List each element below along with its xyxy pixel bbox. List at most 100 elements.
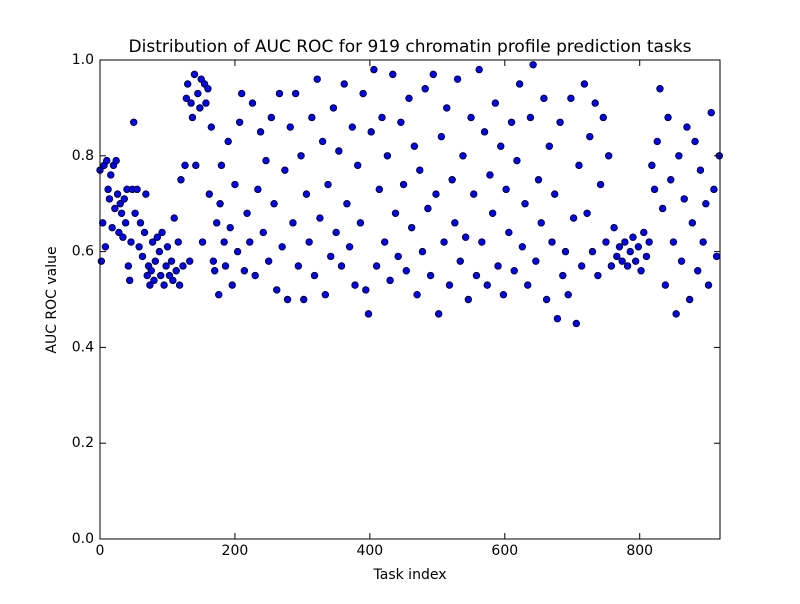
scatter-point xyxy=(696,166,705,174)
scatter-point xyxy=(294,262,303,270)
scatter-point xyxy=(381,238,389,246)
scatter-point xyxy=(499,291,508,299)
scatter-point xyxy=(146,281,154,289)
scatter-point xyxy=(308,113,316,122)
scatter-point xyxy=(127,238,135,246)
scatter-point xyxy=(343,199,351,208)
scatter-point xyxy=(120,195,128,203)
scatter-point xyxy=(683,123,691,131)
scatter-point xyxy=(704,281,713,289)
scatter-point xyxy=(688,219,697,227)
scatter-point xyxy=(621,238,629,246)
scatter-point xyxy=(233,247,242,256)
scatter-point xyxy=(348,123,357,131)
scatter-point xyxy=(556,118,564,126)
scatter-point xyxy=(505,228,513,237)
scatter-point xyxy=(104,185,112,194)
scatter-point xyxy=(426,271,435,280)
scatter-point xyxy=(658,204,667,213)
scatter-point xyxy=(364,310,373,318)
scatter-point xyxy=(332,228,340,237)
scatter-point xyxy=(548,238,556,246)
scatter-point xyxy=(175,281,184,289)
scatter-point xyxy=(215,291,223,299)
scatter-point xyxy=(217,161,226,170)
scatter-point xyxy=(192,161,200,170)
scatter-point xyxy=(281,166,289,174)
scatter-point xyxy=(209,257,218,265)
scatter-point xyxy=(470,190,478,198)
scatter-point xyxy=(186,257,194,265)
scatter-point xyxy=(559,271,567,280)
scatter-point xyxy=(150,276,158,285)
scatter-point xyxy=(125,276,134,285)
scatter-point xyxy=(259,228,267,237)
scatter-point xyxy=(140,228,149,237)
scatter-point xyxy=(98,219,107,227)
scatter-point xyxy=(518,243,527,251)
scatter-point xyxy=(148,238,157,246)
x-tick-label: 600 xyxy=(491,543,518,559)
scatter-point xyxy=(335,147,343,155)
scatter-point xyxy=(383,152,392,160)
scatter-point xyxy=(111,204,119,213)
scatter-point xyxy=(623,262,632,270)
scatter-point xyxy=(629,233,637,241)
scatter-point xyxy=(321,291,330,299)
scatter-point xyxy=(613,252,621,261)
scatter-point xyxy=(117,209,126,217)
scatter-point xyxy=(273,286,281,294)
scatter-point xyxy=(418,247,427,256)
scatter-point xyxy=(480,128,489,136)
scatter-point xyxy=(275,89,284,98)
scatter-point xyxy=(105,195,114,203)
scatter-point xyxy=(591,99,599,107)
scatter-point xyxy=(115,228,123,237)
scatter-point xyxy=(542,295,551,304)
scatter-point xyxy=(167,257,176,265)
scatter-point xyxy=(515,80,524,88)
scatter-point xyxy=(356,219,365,227)
scatter-point xyxy=(172,267,180,275)
scatter-point xyxy=(124,262,133,270)
axes-frame xyxy=(99,59,721,540)
scatter-point xyxy=(345,243,354,251)
scatter-point xyxy=(615,243,624,251)
scatter-point xyxy=(502,185,510,194)
scatter-point xyxy=(575,161,583,170)
scatter-point xyxy=(220,238,228,246)
scatter-point xyxy=(661,281,670,289)
scatter-point xyxy=(664,113,672,122)
scatter-point xyxy=(188,113,197,122)
y-tick-label: 0.8 xyxy=(72,148,94,164)
scatter-point xyxy=(604,152,613,160)
x-tick-label: 400 xyxy=(356,543,383,559)
scatter-point xyxy=(648,161,656,170)
scatter-point xyxy=(640,228,648,237)
plot-area xyxy=(96,61,724,328)
scatter-point xyxy=(461,233,470,241)
scatter-point xyxy=(694,267,702,275)
x-tick-label: 800 xyxy=(626,543,653,559)
scatter-point xyxy=(181,161,189,170)
scatter-point xyxy=(564,291,572,299)
scatter-point xyxy=(316,214,324,222)
scatter-point xyxy=(424,204,432,213)
scatter-point xyxy=(672,310,680,318)
scatter-point xyxy=(402,267,410,275)
scatter-point xyxy=(440,238,448,246)
scatter-point xyxy=(453,75,462,83)
scatter-point xyxy=(588,247,597,256)
scatter-point xyxy=(138,252,147,261)
scatter-point xyxy=(270,199,278,208)
scatter-point xyxy=(147,267,155,275)
scatter-point xyxy=(583,209,591,217)
scatter-point xyxy=(131,209,139,217)
scatter-point xyxy=(337,262,346,270)
scatter-point xyxy=(121,219,130,227)
scatter-point xyxy=(491,99,500,107)
scatter-point xyxy=(637,267,645,275)
scatter-point xyxy=(507,118,516,126)
scatter-point xyxy=(594,271,602,280)
